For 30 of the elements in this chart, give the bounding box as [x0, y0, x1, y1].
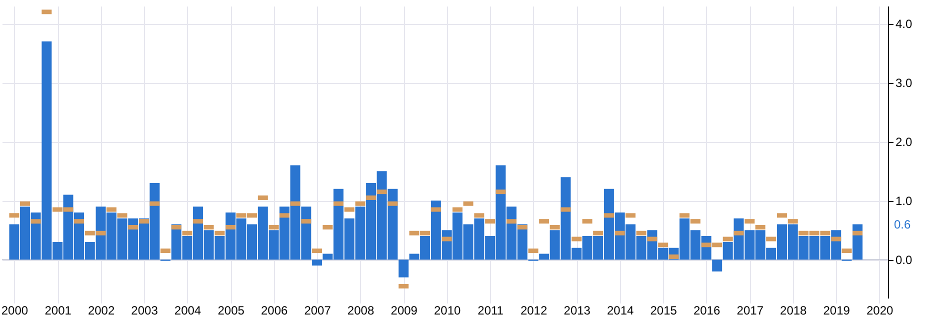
text: 0.6	[894, 217, 912, 232]
bar	[712, 260, 722, 272]
y-tick-label: 1.0	[896, 194, 913, 208]
x-tick-label: 2005	[218, 304, 245, 318]
x-tick-label: 2016	[693, 304, 720, 318]
x-tick-label: 2013	[564, 304, 591, 318]
y-tick-label: 2.0	[896, 135, 913, 150]
x-tick-label: 2011	[478, 304, 504, 318]
x-tick-label: 2001	[44, 304, 72, 318]
x-tick-label: 2007	[304, 304, 332, 318]
x-tick-label: 2020	[866, 304, 894, 318]
x-tick-label: 2004	[174, 304, 202, 318]
x-tick-label: 2014	[607, 304, 634, 318]
x-tick-label: 2019	[823, 304, 850, 318]
x-tick-label: 2008	[347, 304, 374, 318]
x-tick-label: 2000	[1, 304, 28, 318]
y-tick-label: 3.0	[896, 76, 913, 90]
bar	[398, 260, 409, 278]
x-tick-label: 2006	[260, 304, 288, 318]
x-tick-label: 2012	[520, 304, 548, 318]
bar	[312, 260, 322, 266]
x-tick-label: 2010	[434, 304, 462, 318]
x-tick-label: 2015	[650, 304, 678, 318]
y-tick-label: 0.0	[896, 253, 913, 268]
x-tick-label: 2003	[131, 304, 158, 318]
x-tick-label: 2018	[780, 304, 808, 318]
x-tick-label: 2002	[88, 304, 115, 318]
y-tick-label: 4.0	[896, 17, 913, 32]
x-tick-label: 2017	[736, 304, 764, 318]
x-tick-label: 2009	[390, 304, 418, 318]
